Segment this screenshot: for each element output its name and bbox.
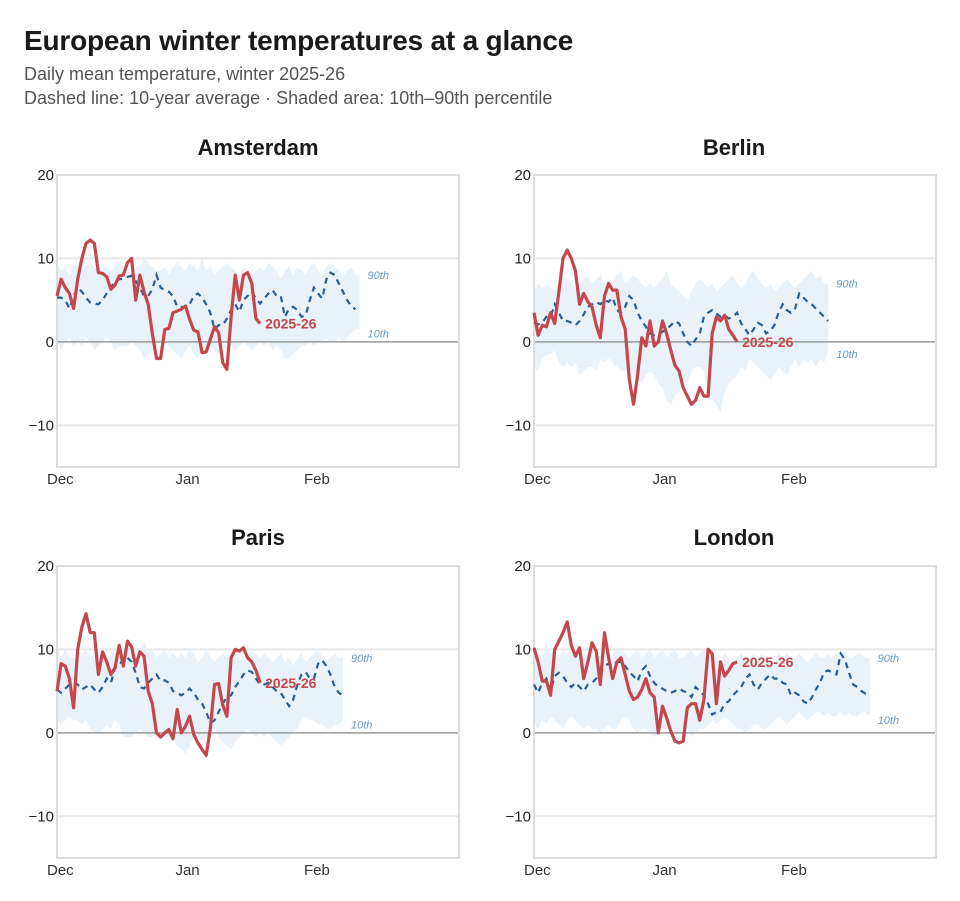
current-season-line: [55, 238, 262, 371]
x-tick-label: Dec: [47, 471, 74, 488]
band-label-90th: 90th: [878, 653, 899, 665]
x-tick-label: Dec: [524, 862, 551, 879]
panel-london: London 20 10 0 −10 90th 10th 2025-26 Dec Jan Feb: [506, 525, 937, 879]
x-tick-label: Feb: [304, 471, 330, 488]
percentile-band: [57, 641, 343, 754]
x-tick-label: Jan: [652, 862, 676, 879]
page-title: European winter temperatures at a glance: [24, 25, 574, 56]
plot-frame: [56, 565, 460, 859]
x-tick-label: Jan: [175, 471, 199, 488]
plot-frame: [56, 174, 460, 468]
plot-frame: [533, 565, 937, 859]
series-label-2025-26: 2025-26: [742, 334, 794, 350]
y-tick-label: 10: [37, 250, 54, 267]
band-label-90th: 90th: [368, 270, 389, 282]
series-label-2025-26: 2025-26: [742, 654, 794, 670]
panel-title: Berlin: [703, 135, 765, 160]
y-tick-label: 10: [37, 641, 54, 658]
series-label-2025-26: 2025-26: [265, 316, 317, 332]
panel-title: Paris: [231, 525, 285, 550]
current-season-line: [532, 620, 738, 745]
y-tick-label: −10: [506, 417, 531, 434]
panel-amsterdam: Amsterdam 20 10 0 −10 90th 10th 2025-26 Dec Jan Fe…: [29, 135, 460, 488]
percentile-band: [534, 641, 870, 737]
x-tick-label: Feb: [304, 862, 330, 879]
y-tick-label: 20: [514, 558, 531, 575]
y-tick-label: 10: [514, 641, 531, 658]
band-label-10th: 10th: [836, 349, 857, 361]
average-line: [533, 291, 829, 348]
y-tick-label: −10: [506, 808, 531, 825]
x-tick-label: Jan: [175, 862, 199, 879]
series-label-2025-26: 2025-26: [265, 675, 317, 691]
average-line: [533, 650, 871, 717]
current-season-line: [55, 611, 262, 758]
x-tick-label: Dec: [524, 471, 551, 488]
y-tick-label: 0: [46, 334, 54, 351]
panel-title: Amsterdam: [197, 135, 318, 160]
band-label-10th: 10th: [878, 715, 899, 727]
y-tick-label: 10: [514, 250, 531, 267]
current-season-line: [532, 248, 739, 406]
y-tick-label: 0: [46, 725, 54, 742]
panel-title: London: [694, 525, 775, 550]
x-tick-label: Feb: [781, 862, 807, 879]
average-line: [57, 271, 357, 332]
band-label-10th: 10th: [351, 719, 372, 731]
band-label-90th: 90th: [351, 653, 372, 665]
legend-note: Dashed line: 10-year average · Shaded ar…: [24, 88, 553, 108]
y-tick-label: −10: [29, 808, 54, 825]
panel-paris: Paris 20 10 0 −10 90th 10th 2025-26 Dec Jan Feb: [29, 525, 460, 879]
y-tick-label: 0: [523, 334, 531, 351]
panel-berlin: Berlin 20 10 0 −10 90th 10th 2025-26 Dec Jan Feb: [506, 135, 937, 488]
band-label-90th: 90th: [836, 278, 857, 290]
y-tick-label: 0: [523, 725, 531, 742]
band-label-10th: 10th: [368, 328, 389, 340]
y-tick-label: 20: [514, 167, 531, 184]
x-tick-label: Dec: [47, 862, 74, 879]
x-tick-label: Feb: [781, 471, 807, 488]
y-tick-label: 20: [37, 558, 54, 575]
page-subtitle: Daily mean temperature, winter 2025-26: [24, 64, 346, 84]
y-tick-label: 20: [37, 167, 54, 184]
x-tick-label: Jan: [652, 471, 676, 488]
y-tick-label: −10: [29, 417, 54, 434]
